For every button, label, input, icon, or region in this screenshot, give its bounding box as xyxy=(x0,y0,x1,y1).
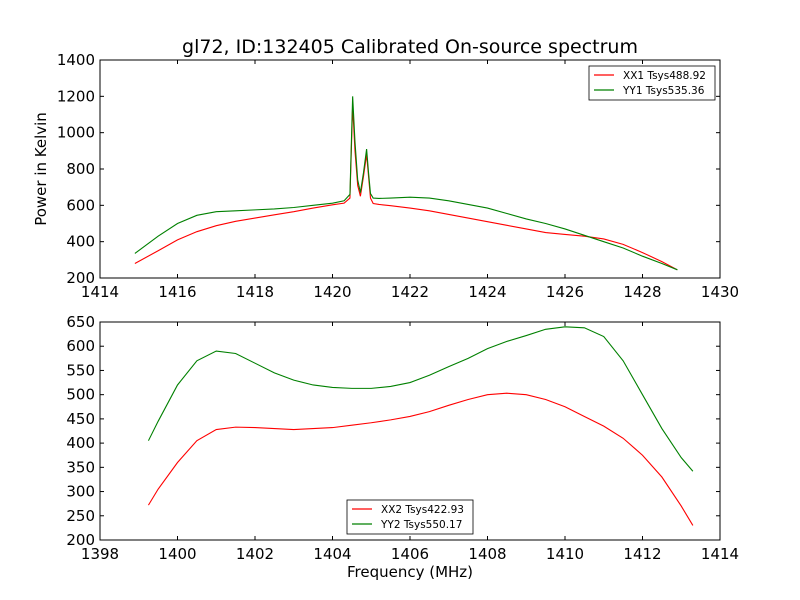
y-tick-label: 200 xyxy=(66,531,95,549)
y-tick-label: 600 xyxy=(66,196,95,214)
x-tick-label: 1414 xyxy=(701,545,739,563)
y-tick-label: 1000 xyxy=(57,124,95,142)
x-tick-label: 1402 xyxy=(236,545,274,563)
y-tick-label: 300 xyxy=(66,483,95,501)
y-tick-label: 1400 xyxy=(57,51,95,69)
legend-label-1: XX1 Tsys488.92 xyxy=(623,70,706,82)
x-tick-label: 1426 xyxy=(546,283,584,301)
chart-title: gl72, ID:132405 Calibrated On-source spe… xyxy=(182,36,638,58)
y-tick-label: 800 xyxy=(66,160,95,178)
x-tick-label: 1428 xyxy=(623,283,661,301)
x-tick-label: 1414 xyxy=(81,283,119,301)
chart-top: gl72, ID:132405 Calibrated On-source spe… xyxy=(32,36,739,301)
x-tick-label: 1424 xyxy=(468,283,506,301)
legend-label-2: YY2 Tsys550.17 xyxy=(380,519,462,531)
y-tick-label: 350 xyxy=(66,458,95,476)
series-line-1 xyxy=(147,392,694,526)
y-tick-label: 400 xyxy=(66,434,95,452)
x-axis-label: Frequency (MHz) xyxy=(347,563,473,581)
legend: XX2 Tsys422.93 YY2 Tsys550.17 xyxy=(346,499,474,535)
x-tick-label: 1406 xyxy=(391,545,429,563)
y-tick-label: 650 xyxy=(66,313,95,331)
x-tick-label: 1412 xyxy=(623,545,661,563)
y-tick-label: 400 xyxy=(66,233,95,251)
y-tick-label: 1200 xyxy=(57,87,95,105)
chart-bottom: Frequency (MHz) 1398 1400 1402 1404 1406 1408… xyxy=(66,313,739,581)
x-tick-label: 1410 xyxy=(546,545,584,563)
x-tick-label: 1404 xyxy=(313,545,351,563)
y-tick-label: 200 xyxy=(66,269,95,287)
x-tick-label: 1420 xyxy=(313,283,351,301)
x-tick-label: 1422 xyxy=(391,283,429,301)
y-tick-label: 500 xyxy=(66,386,95,404)
series-line-2 xyxy=(147,326,694,472)
series-line-2 xyxy=(134,96,678,271)
x-tick-label: 1416 xyxy=(158,283,196,301)
legend-label-2: YY1 Tsys535.36 xyxy=(622,85,705,97)
y-tick-label: 450 xyxy=(66,410,95,428)
legend-label-1: XX2 Tsys422.93 xyxy=(381,504,464,516)
x-tick-label: 1408 xyxy=(468,545,506,563)
x-tick-label: 1398 xyxy=(81,545,119,563)
legend: XX1 Tsys488.92 YY1 Tsys535.36 xyxy=(588,65,716,101)
y-tick-label: 250 xyxy=(66,507,95,525)
x-tick-label: 1430 xyxy=(701,283,739,301)
legend-box xyxy=(346,499,474,535)
y-tick-label: 550 xyxy=(66,361,95,379)
y-tick-label: 600 xyxy=(66,337,95,355)
x-tick-label: 1400 xyxy=(158,545,196,563)
legend-box xyxy=(588,65,716,101)
x-tick-label: 1418 xyxy=(236,283,274,301)
y-axis-label: Power in Kelvin xyxy=(32,112,50,226)
